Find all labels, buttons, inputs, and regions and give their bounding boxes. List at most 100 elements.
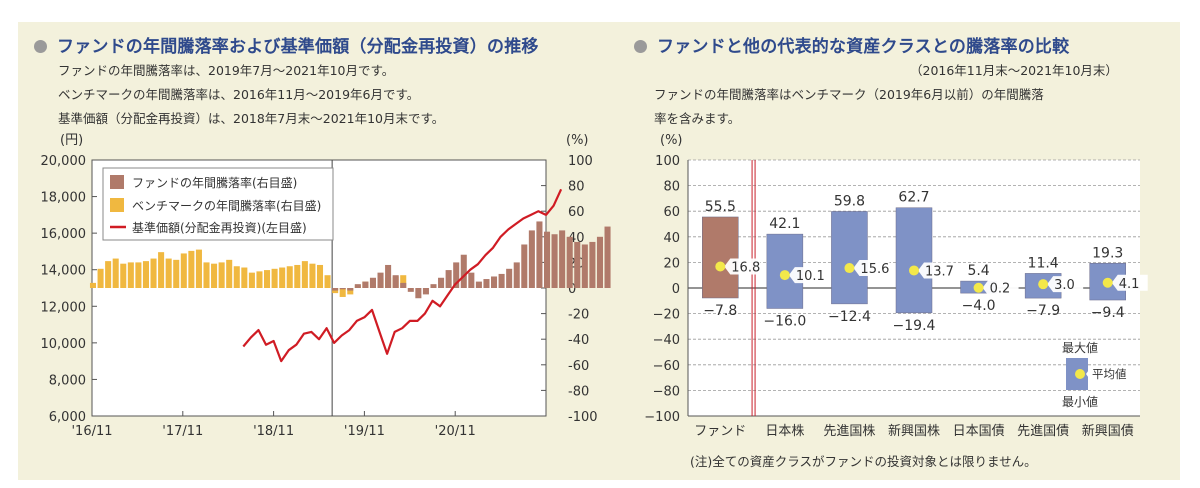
benchmark-bar (188, 250, 195, 288)
avg-value-tag (982, 279, 1019, 296)
fund-bar (536, 221, 543, 288)
benchmark-bar (135, 262, 142, 288)
y-tick-label: 0 (672, 282, 680, 297)
avg-value-tag (1111, 274, 1148, 291)
y-left-tick-label: 18,000 (41, 191, 87, 206)
category-label: 先進国株 (823, 424, 875, 439)
fund-bar (498, 273, 505, 288)
fund-bar (407, 288, 414, 292)
footnote: (注)全ての資産クラスがファンドの投資対象とは限りません。 (690, 454, 1037, 469)
max-value-label: 55.5 (705, 199, 736, 215)
max-value-label: 11.4 (1028, 255, 1059, 271)
y-tick-label: 20 (663, 256, 680, 271)
max-value-label: 62.7 (898, 190, 929, 206)
avg-value-label: 13.7 (925, 264, 954, 279)
benchmark-bar (248, 272, 255, 288)
y-right-tick-label: -20 (568, 308, 589, 323)
fund-bar (377, 272, 384, 288)
left-chart-title: ファンドの年間騰落率および基準価額（分配金再投資）の推移 (34, 32, 539, 57)
benchmark-bar (256, 271, 263, 288)
legend-swatch-benchmark (110, 198, 124, 212)
min-value-label: −7.8 (703, 303, 737, 319)
benchmark-bar (97, 268, 104, 288)
min-value-label: −4.0 (962, 298, 996, 314)
avg-value-tag (724, 258, 761, 275)
fund-bar (460, 254, 467, 288)
benchmark-bar (112, 258, 119, 288)
max-value-label: 42.1 (769, 216, 800, 232)
fund-bar (453, 262, 460, 288)
legend-swatch-fund (110, 175, 124, 189)
x-tick-label: '19/11 (344, 424, 385, 439)
benchmark-bar (339, 288, 346, 297)
y-left-tick-label: 10,000 (41, 337, 87, 352)
y-right-unit: (%) (566, 133, 589, 148)
benchmark-bar (211, 263, 218, 288)
fund-bar (589, 241, 596, 288)
benchmark-bar (400, 275, 407, 288)
avg-value-label: 16.8 (731, 260, 760, 275)
avg-marker (844, 263, 855, 274)
benchmark-bar (316, 264, 324, 288)
fund-bar (551, 234, 558, 288)
max-value-label: 19.3 (1092, 245, 1123, 261)
y-left-tick-label: 6,000 (49, 410, 86, 425)
avg-value-tag (918, 262, 954, 279)
fund-bar (392, 275, 399, 288)
x-tick-label: '17/11 (162, 424, 203, 439)
legend-avg-label: 平均値 (1092, 367, 1127, 381)
avg-marker (909, 265, 919, 276)
y-tick-label: −20 (653, 308, 680, 323)
category-label: 新興国債 (1082, 423, 1134, 439)
y-tick-label: −100 (644, 410, 680, 425)
fund-bar (581, 244, 588, 288)
fund-bar (438, 277, 445, 288)
range-bar (702, 216, 739, 299)
fund-bar (566, 236, 573, 288)
y-right-tick-label: -100 (568, 410, 598, 425)
benchmark-bar (241, 267, 248, 288)
fund-bar (596, 236, 603, 288)
avg-value-label: 15.6 (860, 262, 889, 277)
fund-bar (513, 262, 520, 288)
benchmark-bar (195, 249, 202, 288)
benchmark-bar (89, 282, 97, 288)
fund-bar (362, 281, 369, 288)
legend: ファンドの年間騰落率(右目盛) ベンチマークの年間騰落率(右目盛) 基準価額(分… (102, 167, 334, 241)
y-tick-label: 80 (663, 180, 680, 195)
y-left-tick-label: 14,000 (41, 264, 87, 279)
legend-max-label: 最大値 (1062, 340, 1098, 355)
y-right-tick-label: -80 (568, 384, 589, 399)
y-tick-label: 40 (663, 231, 680, 246)
fund-bar (491, 276, 498, 288)
min-value-label: −16.0 (763, 313, 806, 329)
avg-marker (1102, 277, 1113, 288)
fund-bar (521, 244, 528, 288)
range-bar (895, 207, 933, 314)
benchmark-bar (279, 267, 286, 288)
min-value-label: −7.9 (1026, 303, 1060, 319)
benchmark-bar (226, 259, 233, 288)
benchmark-bar (324, 275, 331, 288)
y-right-tick-label: 80 (568, 180, 585, 195)
max-value-label: 5.4 (967, 263, 989, 279)
benchmark-bar (218, 262, 225, 288)
y-left-tick-label: 8,000 (49, 373, 86, 388)
benchmark-bar (173, 259, 180, 288)
legend-benchmark: ベンチマークの年間騰落率(右目盛) (132, 198, 321, 213)
category-label: 日本株 (765, 424, 804, 439)
fund-bar (559, 230, 566, 288)
y-left-unit: (円) (60, 133, 83, 148)
avg-marker (1038, 279, 1049, 290)
y-left-tick-label: 20,000 (41, 154, 87, 169)
benchmark-bar (120, 263, 127, 288)
left-note-1: ファンドの年間騰落率は、2019年7月～2021年10月です。 (58, 63, 395, 78)
nav-line (242, 188, 563, 363)
right-note-1: ファンドの年間騰落率はベンチマーク（2019年6月以前）の年間騰落 (654, 87, 1044, 102)
y-left-tick-label: 16,000 (41, 227, 87, 242)
benchmark-bar (158, 252, 165, 288)
avg-value-tag (788, 267, 825, 284)
y-tick-label: −60 (653, 359, 680, 374)
category-label: 先進国債 (1017, 424, 1069, 439)
